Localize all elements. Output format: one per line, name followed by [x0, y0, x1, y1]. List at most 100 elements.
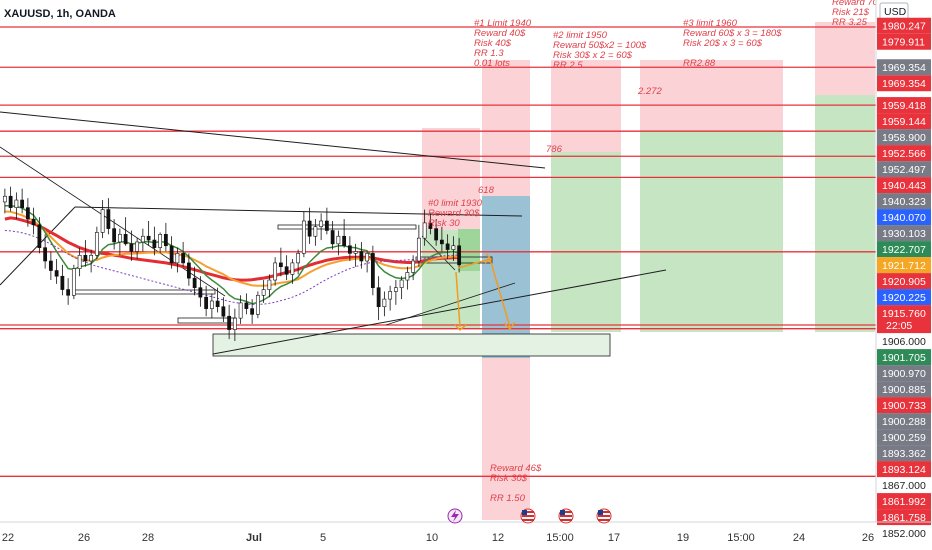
- trade-low-risk-zone: [482, 358, 530, 520]
- svg-text:1915.760: 1915.760: [882, 308, 926, 320]
- svg-text:1861.992: 1861.992: [882, 496, 926, 508]
- candle-71: [411, 255, 416, 281]
- svg-text:1900.259: 1900.259: [882, 432, 926, 444]
- price-label-15: 1920.905: [877, 273, 931, 290]
- candle-40: [232, 308, 237, 342]
- candle-62: [359, 241, 364, 269]
- annotation-trade1-line-1: Reward 40$: [474, 28, 526, 39]
- us-flag-icon[interactable]: [596, 508, 612, 524]
- trade4-risk-zone: [815, 22, 875, 95]
- candle-18: [106, 198, 111, 235]
- price-label-11: 1940.070: [877, 209, 931, 226]
- annotation-trade3-line-4: RR2.88: [683, 58, 716, 69]
- candle-32: [186, 253, 191, 286]
- candle-22: [129, 230, 134, 261]
- price-label-6: 1958.900: [877, 129, 931, 146]
- annotation-trade_low-line-1: Risk 30$: [490, 473, 528, 484]
- annotation-trade2-line-0: #2 limit 1950: [553, 30, 608, 41]
- candle-47: [273, 257, 278, 286]
- price-label-13: 1922.707: [877, 241, 931, 258]
- candle-10: [60, 264, 65, 296]
- currency-label: USD: [884, 6, 907, 18]
- candle-68: [393, 280, 398, 305]
- svg-text:1958.900: 1958.900: [882, 132, 926, 144]
- trade0-active-zone: [458, 229, 480, 271]
- price-label-9: 1940.443: [877, 177, 931, 194]
- candle-23: [135, 238, 140, 260]
- fib-label-618: 618: [478, 185, 495, 196]
- candle-56: [324, 207, 329, 235]
- candle-61: [353, 243, 358, 267]
- arrow-head-2: [503, 321, 516, 331]
- demand-zone: [212, 333, 611, 357]
- svg-text:1940.323: 1940.323: [882, 196, 926, 208]
- projection-arrows: [454, 253, 516, 332]
- annotation-trade4-line-2: RR 3.25: [832, 17, 868, 28]
- price-label-21: 1900.885: [877, 381, 931, 398]
- candle-17: [100, 200, 105, 239]
- svg-text:1900.970: 1900.970: [882, 368, 926, 380]
- candle-59: [342, 219, 347, 248]
- candle-5: [31, 207, 36, 235]
- svg-text:22:05: 22:05: [886, 320, 912, 332]
- candle-70: [405, 266, 410, 290]
- candle-52: [301, 211, 306, 258]
- trade3-reward-zone: [640, 130, 783, 332]
- candle-2: [14, 192, 19, 220]
- candle-74: [428, 213, 433, 235]
- time-tick-6: 12: [492, 532, 504, 544]
- candle-50: [290, 259, 295, 284]
- annotation-trade3-line-2: Risk 20$ x 3 = 60$: [683, 38, 763, 49]
- annotation-trade0-line-2: Risk 30: [428, 218, 460, 229]
- time-tick-10: 15:00: [727, 532, 755, 544]
- svg-text:1930.103: 1930.103: [882, 228, 926, 240]
- annotation-trade2-line-1: Reward 50$x2 = 100$: [553, 40, 647, 51]
- price-label-18: 1906.000: [882, 336, 926, 348]
- svg-text:1893.362: 1893.362: [882, 448, 926, 460]
- svg-text:1920.905: 1920.905: [882, 276, 926, 288]
- trade3-risk-zone: [640, 60, 783, 130]
- trade1-risk-zone: [482, 60, 530, 196]
- candle-37: [215, 287, 220, 313]
- upper-trendline: [0, 111, 546, 169]
- time-axis[interactable]: 22 26 28 Jul 5 10 12 15:00 17 19 15:00 24 26: [0, 521, 932, 544]
- candle-42: [244, 293, 249, 315]
- event-markers[interactable]: [447, 508, 612, 524]
- svg-text:1979.911: 1979.911: [882, 37, 925, 49]
- svg-text:1952.497: 1952.497: [882, 164, 926, 176]
- candle-26: [152, 226, 157, 256]
- svg-text:1900.885: 1900.885: [882, 384, 926, 396]
- candle-6: [37, 217, 42, 254]
- candle-13: [77, 247, 82, 277]
- price-label-3: 1969.354: [877, 75, 931, 92]
- candle-79: [457, 238, 462, 273]
- candle-48: [278, 247, 283, 277]
- candle-45: [261, 280, 266, 303]
- annotation-trade2-line-2: Risk 30$ x 2 = 60$: [553, 50, 633, 61]
- candle-36: [209, 293, 214, 319]
- svg-text:1959.418: 1959.418: [882, 100, 926, 112]
- candle-69: [399, 276, 404, 300]
- price-label-22: 1900.733: [877, 397, 931, 414]
- flash-icon[interactable]: [447, 508, 463, 524]
- candle-3: [20, 188, 25, 214]
- us-flag-icon[interactable]: [558, 508, 574, 524]
- symbol-title: XAUUSD, 1h, OANDA: [4, 8, 116, 20]
- price-label-0: 1980.247: [877, 17, 931, 34]
- candle-44: [255, 291, 260, 319]
- time-ticks: 22 26 28 Jul 5 10 12 15:00 17 19 15:00 24 26: [2, 532, 874, 544]
- price-label-28: 1861.992: [877, 493, 931, 510]
- annotation-trade0-line-0: #0 limit 1930: [428, 198, 483, 209]
- candle-49: [284, 255, 289, 281]
- us-flag-icon[interactable]: [520, 508, 536, 524]
- arrow-head-3: [484, 253, 493, 264]
- price-axis[interactable]: USD 1980.247 1979.911 1969.354 1969.354 1959…: [875, 0, 932, 550]
- price-label-2: 1969.354: [877, 59, 931, 76]
- annotation-trade1-line-2: Risk 40$: [474, 38, 512, 49]
- annotation-trade4-line-1: Risk 21$: [832, 7, 870, 18]
- time-tick-4: 5: [320, 532, 326, 544]
- trade4-reward-zone: [815, 95, 875, 332]
- candle-38: [221, 297, 226, 322]
